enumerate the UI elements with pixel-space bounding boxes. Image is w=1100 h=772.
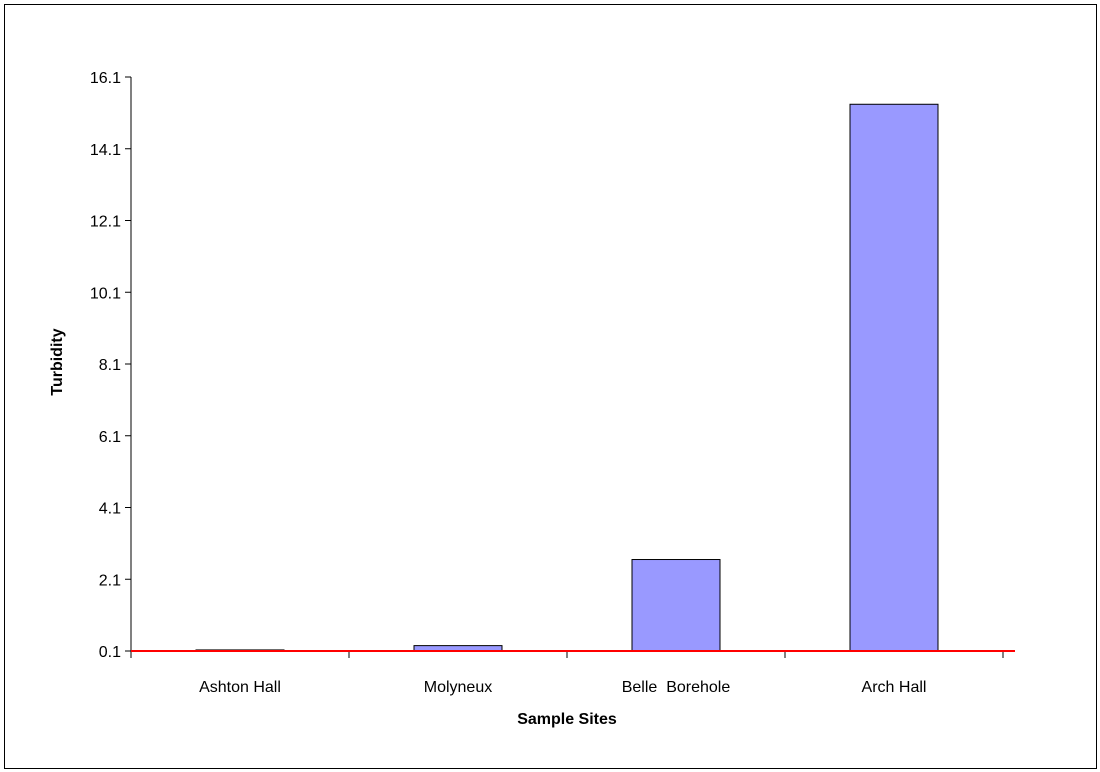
x-tick-label: Ashton Hall xyxy=(199,679,281,696)
bar xyxy=(631,559,721,652)
x-axis-tick-labels: Ashton Hall Molyneux Belle Borehole Arch Ha… xyxy=(199,679,926,696)
x-axis-title: Sample Sites xyxy=(517,711,617,728)
y-tick-label: 8.1 xyxy=(99,357,121,374)
y-axis-title: Turbidity xyxy=(49,328,66,395)
y-tick-label: 2.1 xyxy=(99,572,121,589)
y-axis-tick-labels: 0.1 2.1 4.1 6.1 8.1 10.1 12.1 14.1 16.1 xyxy=(90,70,121,661)
y-tick-label: 16.1 xyxy=(90,70,121,87)
y-tick-label: 0.1 xyxy=(99,644,121,661)
x-tick-label: Belle Borehole xyxy=(622,679,731,696)
y-axis-ticks xyxy=(125,76,131,652)
y-tick-label: 14.1 xyxy=(90,142,121,159)
bar xyxy=(849,103,939,652)
bars xyxy=(195,103,939,652)
y-tick-label: 4.1 xyxy=(99,501,121,518)
y-tick-label: 6.1 xyxy=(99,429,121,446)
y-tick-label: 10.1 xyxy=(90,285,121,302)
y-tick-label: 12.1 xyxy=(90,214,121,231)
x-tick-label: Molyneux xyxy=(424,679,492,696)
x-tick-label: Arch Hall xyxy=(862,679,927,696)
x-axis-ticks xyxy=(130,651,1004,658)
